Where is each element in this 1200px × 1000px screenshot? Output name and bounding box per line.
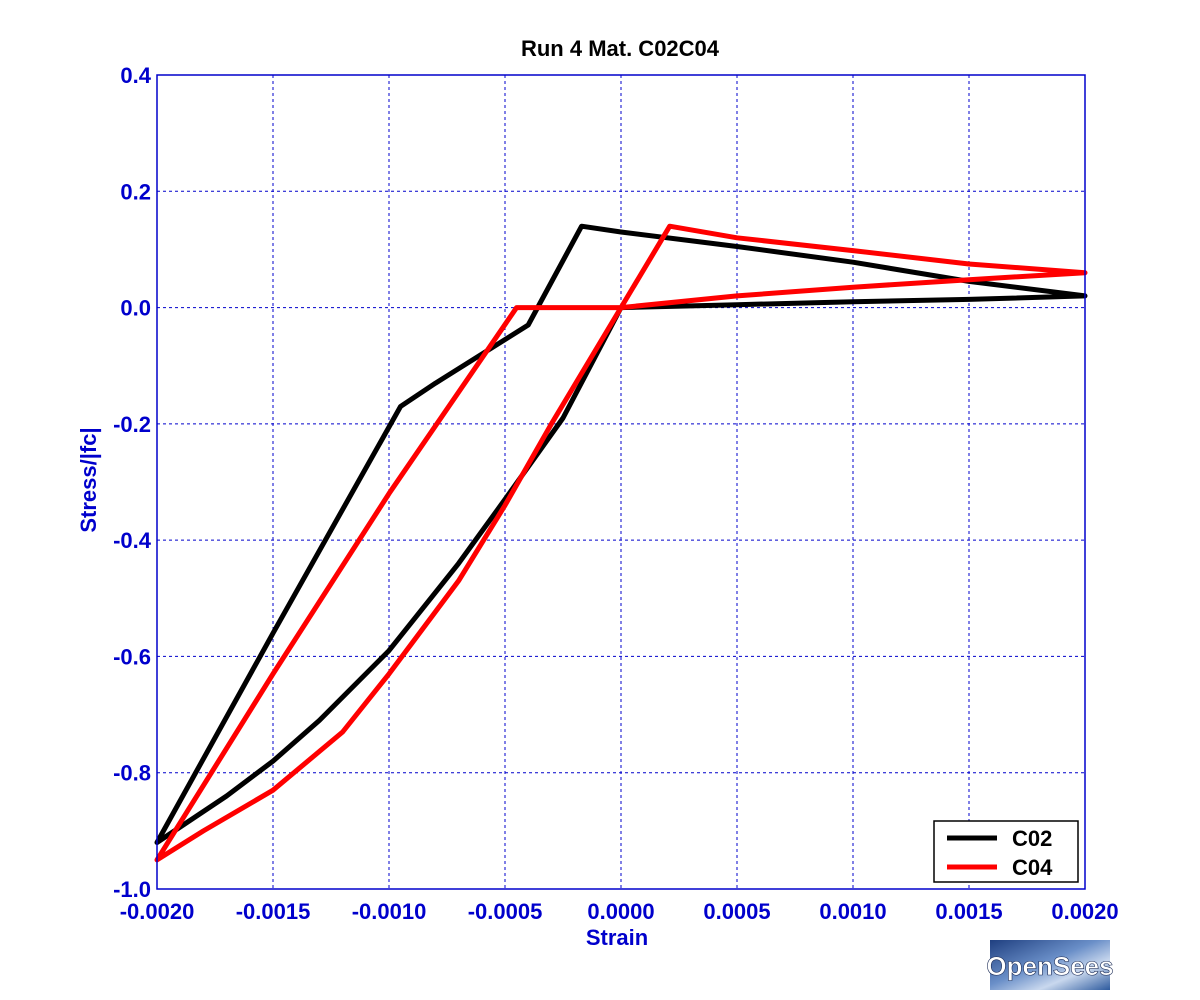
opensees-logo: OpenSees <box>986 940 1114 990</box>
legend-label-c04: C04 <box>1012 855 1053 880</box>
y-tick-label: -0.4 <box>113 528 152 553</box>
x-tick-label: 0.0015 <box>935 899 1002 924</box>
logo-background <box>990 940 1110 990</box>
logo-text: OpenSees <box>986 951 1113 981</box>
x-tick-label: 0.0000 <box>587 899 654 924</box>
x-tick-label: -0.0020 <box>120 899 195 924</box>
series-line-c04 <box>154 223 1088 863</box>
y-tick-label: 0.2 <box>120 179 151 204</box>
legend: C02C04 <box>933 820 1079 883</box>
x-tick-label: -0.0010 <box>352 899 427 924</box>
series-line-c02 <box>154 223 1088 845</box>
y-tick-label: -0.6 <box>113 644 151 669</box>
chart-title: Run 4 Mat. C02C04 <box>521 36 720 61</box>
x-tick-label: -0.0005 <box>468 899 543 924</box>
x-tick-labels: -0.0020 -0.0015 -0.0010 -0.0005 0.0000 0.0005… <box>120 899 1119 924</box>
x-axis-label: Strain <box>586 925 648 950</box>
plot-frame <box>156 74 1086 890</box>
x-tick-label: -0.0015 <box>236 899 311 924</box>
x-tick-label: 0.0005 <box>703 899 770 924</box>
x-tick-label: 0.0020 <box>1051 899 1118 924</box>
series-lines <box>154 223 1088 863</box>
legend-box <box>933 820 1079 883</box>
y-tick-label: -1.0 <box>113 877 151 902</box>
y-tick-labels: 0.4 0.2 0.0 -0.2 -0.4 -0.6 -0.8 -1.0 <box>113 63 152 902</box>
y-tick-label: 0.0 <box>120 296 151 321</box>
y-tick-label: -0.2 <box>113 412 151 437</box>
y-tick-label: 0.4 <box>120 63 151 88</box>
legend-label-c02: C02 <box>1012 826 1052 851</box>
y-tick-label: -0.8 <box>113 761 151 786</box>
y-axis-label: Stress/|fc| <box>76 427 101 532</box>
x-tick-label: 0.0010 <box>819 899 886 924</box>
